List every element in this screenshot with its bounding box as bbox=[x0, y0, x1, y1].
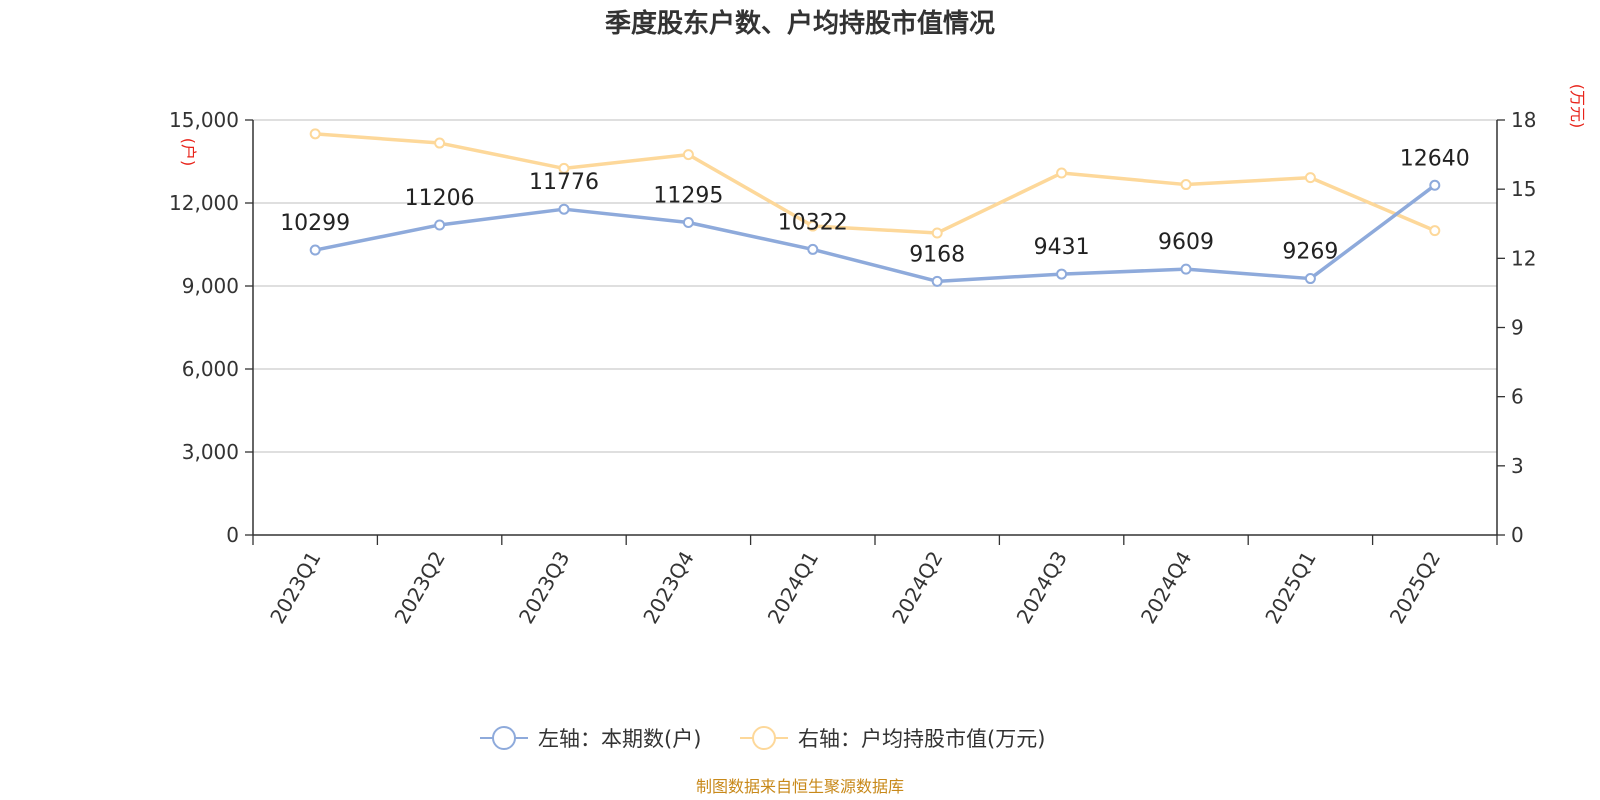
data-point-right bbox=[931, 227, 943, 239]
data-label: 10299 bbox=[280, 211, 350, 236]
x-tick-label: 2024Q3 bbox=[1012, 547, 1072, 628]
legend-label: 左轴：本期数(户) bbox=[538, 727, 701, 751]
series-layer bbox=[309, 128, 1441, 287]
x-tick-label: 2025Q2 bbox=[1385, 547, 1445, 628]
data-point-right bbox=[309, 128, 321, 140]
data-point-right bbox=[1180, 179, 1192, 191]
legend-marker-icon bbox=[492, 726, 516, 750]
legend-item-right-series[interactable]: 右轴：户均持股市值(万元) bbox=[740, 726, 1045, 751]
data-label: 9609 bbox=[1158, 230, 1214, 255]
data-label: 11206 bbox=[405, 186, 475, 211]
right-tick-label: 12 bbox=[1511, 246, 1536, 270]
x-tick-label: 2025Q1 bbox=[1260, 547, 1320, 628]
left-axis-unit: (户) bbox=[179, 138, 198, 167]
data-point-left bbox=[931, 275, 943, 287]
left-tick-label: 6,000 bbox=[182, 357, 239, 381]
data-labels: 10299 11206 11776 11295 10322 9168 9431 9609 926… bbox=[280, 146, 1470, 267]
data-point-left bbox=[1056, 268, 1068, 280]
data-label: 9168 bbox=[909, 242, 965, 267]
source-note: 制图数据来自恒生聚源数据库 bbox=[696, 777, 904, 796]
data-label: 11776 bbox=[529, 170, 599, 195]
series-line-left bbox=[314, 183, 1436, 284]
data-point-left bbox=[1304, 273, 1316, 285]
data-label: 12640 bbox=[1400, 146, 1470, 171]
data-label: 11295 bbox=[653, 184, 723, 209]
data-point-left bbox=[807, 243, 819, 255]
right-tick-label: 3 bbox=[1511, 454, 1524, 478]
x-tick-label: 2023Q3 bbox=[514, 547, 574, 628]
x-tick-label: 2023Q4 bbox=[638, 547, 698, 628]
data-point-left bbox=[434, 219, 446, 231]
right-tick-label: 15 bbox=[1511, 177, 1536, 201]
data-point-left bbox=[1180, 263, 1192, 275]
data-point-right bbox=[1429, 225, 1441, 237]
x-tick-label: 2024Q1 bbox=[763, 547, 823, 628]
right-axis-unit: (万元) bbox=[1568, 84, 1587, 129]
data-label: 9269 bbox=[1282, 240, 1338, 265]
legend-label: 右轴：户均持股市值(万元) bbox=[798, 727, 1045, 751]
x-tick-label: 2024Q2 bbox=[887, 547, 947, 628]
left-tick-label: 9,000 bbox=[182, 274, 239, 298]
data-point-right bbox=[807, 220, 819, 232]
data-point-right bbox=[1056, 167, 1068, 179]
series-line-right bbox=[315, 132, 1436, 235]
data-point-right bbox=[558, 162, 570, 174]
right-tick-label: 0 bbox=[1511, 523, 1524, 547]
left-tick-label: 15,000 bbox=[169, 108, 239, 132]
data-point-right bbox=[434, 137, 446, 149]
left-tick-label: 0 bbox=[226, 523, 239, 547]
legend-item-left-series[interactable]: 左轴：本期数(户) bbox=[480, 726, 701, 751]
right-tick-label: 6 bbox=[1511, 385, 1524, 409]
legend[interactable]: 左轴：本期数(户) 右轴：户均持股市值(万元) bbox=[480, 726, 1045, 751]
right-tick-label: 9 bbox=[1511, 316, 1524, 340]
data-label: 9431 bbox=[1034, 235, 1090, 260]
data-point-right bbox=[682, 149, 694, 161]
grid-lines bbox=[253, 119, 1497, 453]
legend-marker-icon bbox=[752, 726, 776, 750]
data-point-left bbox=[1429, 179, 1441, 191]
data-point-left bbox=[309, 244, 321, 256]
data-point-right bbox=[1304, 172, 1316, 184]
chart-title: 季度股东户数、户均持股市值情况 bbox=[605, 8, 995, 39]
left-tick-label: 12,000 bbox=[169, 191, 239, 215]
data-label: 10322 bbox=[778, 210, 848, 235]
x-tick-label: 2023Q2 bbox=[390, 547, 450, 628]
right-tick-label: 18 bbox=[1511, 108, 1536, 132]
data-point-left bbox=[558, 203, 570, 215]
left-tick-label: 3,000 bbox=[182, 440, 239, 464]
x-tick-label: 2024Q4 bbox=[1136, 547, 1196, 628]
x-tick-label: 2023Q1 bbox=[265, 547, 325, 628]
data-point-left bbox=[682, 217, 694, 229]
